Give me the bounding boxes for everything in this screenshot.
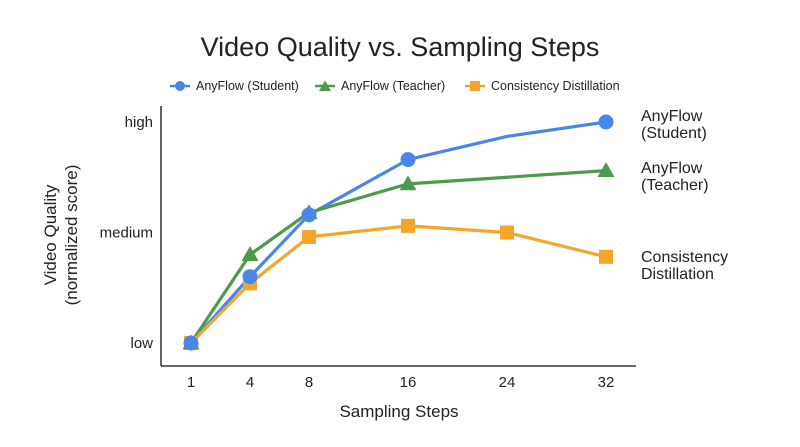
x-tick-label: 4 [246,374,254,391]
series-markers [182,114,615,351]
series-lines [189,120,608,345]
y-tick-label: medium [100,225,153,242]
data-point-circle [301,207,317,223]
legend-item-student: AnyFlow (Student) [170,79,299,93]
data-point-circle [242,269,258,285]
data-point-square [599,249,613,264]
y-tick-label: high [125,114,153,131]
legend-item-consistency: Consistency Distillation [465,79,620,93]
data-point-circle [400,152,416,168]
y-axis-title-line-2: (normalized score) [62,165,81,306]
y-tick-label: low [130,335,153,352]
legend-marker-circle [175,81,185,91]
data-point-triangle [399,175,417,191]
series-line [189,224,608,345]
end-label-consistency-line-1: Consistency [641,249,728,266]
legend-marker-square [470,81,480,91]
data-point-circle [183,335,199,351]
x-axis-title: Sampling Steps [339,402,458,421]
x-tick-label: 1 [187,374,195,391]
data-point-square [302,229,316,244]
legend: AnyFlow (Student) AnyFlow (Teacher) Cons… [170,79,620,93]
chart-title: Video Quality vs. Sampling Steps [201,32,600,62]
x-tick-label: 8 [305,374,313,391]
series-line [189,120,608,345]
end-label-consistency-line-2: Distillation [641,266,714,283]
x-tick-label: 32 [598,374,615,391]
data-point-circle [598,114,614,130]
y-tick-labels: low medium high [100,114,154,352]
legend-label-teacher: AnyFlow (Teacher) [341,79,445,93]
legend-label-student: AnyFlow (Student) [196,79,299,93]
series-end-labels: AnyFlow (Student) AnyFlow (Teacher) Cons… [641,108,728,283]
end-label-teacher-line-2: (Teacher) [641,177,709,194]
y-axis-title-line-1: Video Quality [41,184,60,285]
end-label-student-line-2: (Student) [641,125,707,142]
data-point-square [500,225,514,240]
legend-marker-triangle [319,80,331,91]
data-point-triangle [241,246,259,261]
end-label-student-line-1: AnyFlow [641,108,703,125]
x-tick-label: 24 [499,374,516,391]
legend-item-teacher: AnyFlow (Teacher) [315,79,445,93]
data-point-square [401,218,415,233]
x-tick-label: 16 [400,374,417,391]
legend-label-consistency: Consistency Distillation [491,79,620,93]
end-label-teacher-line-1: AnyFlow [641,160,703,177]
data-point-triangle [597,162,615,177]
x-tick-labels: 1 4 8 16 24 32 [187,374,615,391]
